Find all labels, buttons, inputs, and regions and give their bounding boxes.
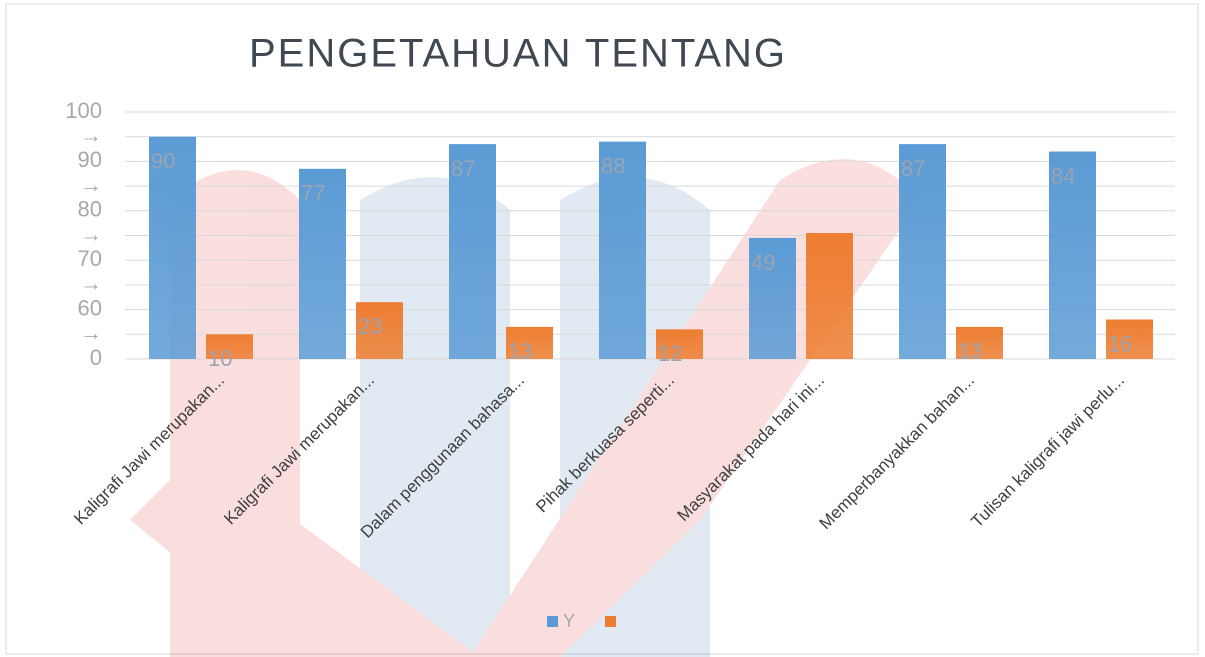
legend-swatch [547,616,558,627]
legend-swatch [605,616,616,627]
data-label: 84 [1051,163,1075,188]
y-tick-label: → [80,221,102,246]
y-tick-label: → [80,320,102,345]
data-label: 87 [451,156,475,181]
data-label: 88 [601,153,625,178]
y-tick-label: 0 [90,345,102,370]
y-tick-label: 90 [78,147,102,172]
legend-label: Y [563,611,575,631]
chart-title: PENGETAHUAN TENTANG [249,32,787,76]
data-label: 10 [208,346,232,371]
data-label: 23 [358,314,382,339]
data-label: 87 [901,156,925,181]
y-tick-label: 60 [78,295,102,320]
data-label: 12 [658,341,682,366]
y-tick-label: 80 [78,197,102,222]
data-label: 90 [151,149,175,174]
data-label: 13 [508,339,532,364]
y-tick-label: → [80,271,102,296]
y-tick-label: 70 [78,246,102,271]
bar [806,233,853,359]
y-tick-label: → [80,172,102,197]
data-label: 13 [958,339,982,364]
data-label: 16 [1108,331,1132,356]
chart: PENGETAHUAN TENTANG 0→60→70→80→90→100Kal… [0,0,1205,657]
data-label: 77 [301,181,325,206]
y-tick-label: 100 [65,98,102,123]
data-label: 49 [751,250,775,275]
y-tick-label: → [80,123,102,148]
